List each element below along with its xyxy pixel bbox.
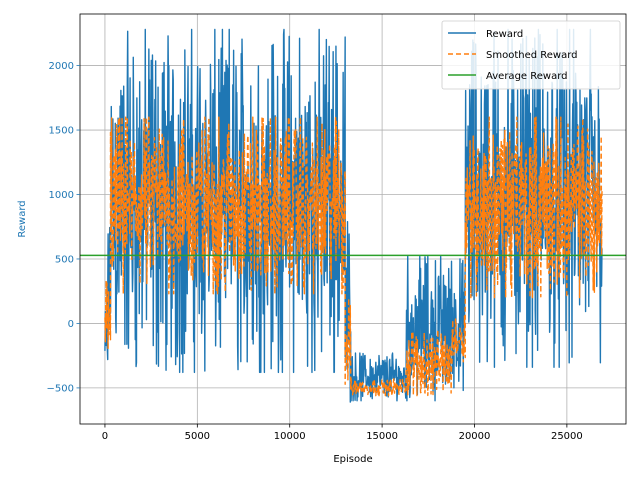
y-tick-label: −500	[47, 383, 74, 394]
x-tick-label: 10000	[274, 431, 306, 442]
series-line-smoothed-reward	[104, 116, 603, 397]
y-tick-label: 1500	[49, 126, 74, 137]
x-tick-label: 25000	[551, 431, 583, 442]
series-line-reward	[104, 28, 603, 403]
ticks: 0 5000 10000 15000 20000 25000 −500 0 500 1000 150…	[47, 61, 583, 442]
y-axis-label: Reward	[17, 200, 28, 237]
x-axis-label: Episode	[333, 454, 372, 465]
x-tick-label: 5000	[185, 431, 210, 442]
x-tick-label: 15000	[366, 431, 398, 442]
legend-box	[441, 20, 621, 90]
axes-frame	[79, 13, 627, 425]
legend-label-average-reward: Average Reward	[486, 71, 567, 82]
legend: Reward Smoothed Reward Average Reward	[441, 20, 621, 90]
y-tick-label: 1000	[49, 190, 74, 201]
x-tick-label: 20000	[459, 431, 491, 442]
x-tick-label: 0	[102, 431, 108, 442]
plot-area	[80, 28, 626, 403]
y-tick-label: 0	[68, 319, 74, 330]
y-tick-label: 2000	[49, 61, 74, 72]
legend-label-reward: Reward	[486, 29, 523, 40]
y-tick-label: 500	[55, 254, 74, 265]
legend-label-smoothed-reward: Smoothed Reward	[486, 50, 578, 61]
